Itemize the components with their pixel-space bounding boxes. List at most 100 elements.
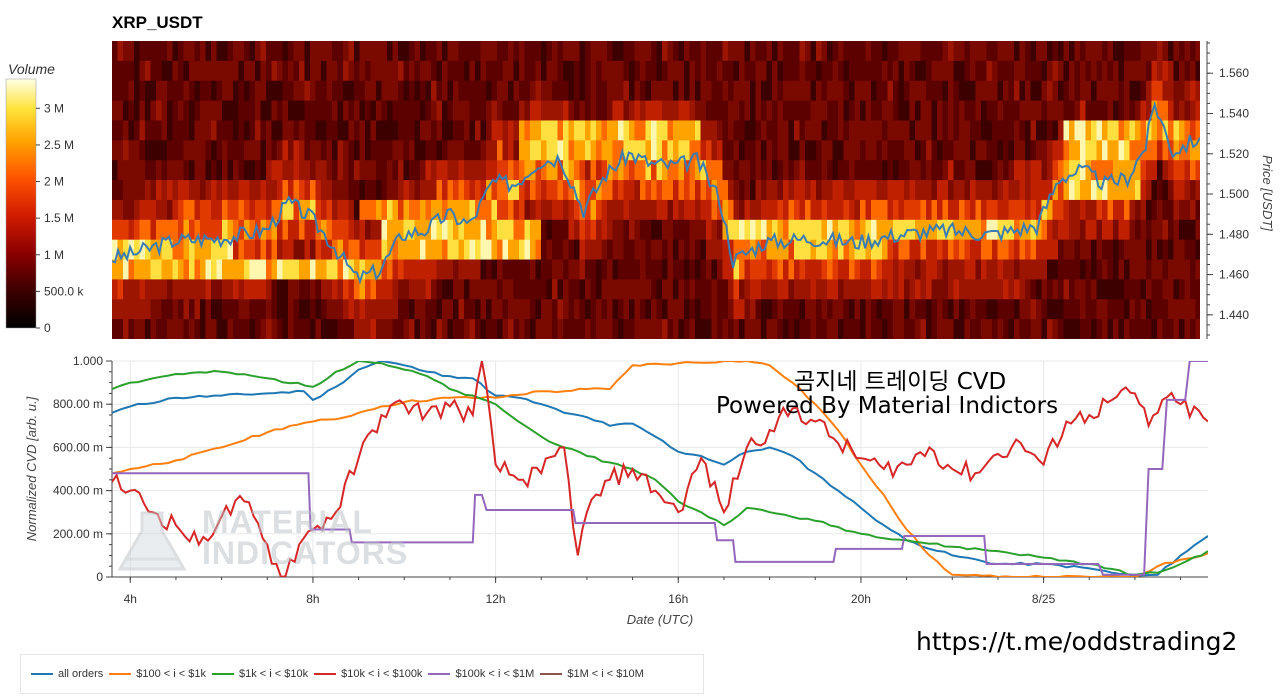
heatmap-cell — [420, 319, 426, 339]
heatmap-cell — [832, 160, 839, 181]
heatmap-cell — [926, 199, 932, 221]
heatmap-cell — [1195, 120, 1200, 141]
heatmap-cell — [337, 319, 344, 339]
heatmap-cell — [788, 279, 795, 300]
legend-item[interactable]: $100k < i < $1M — [428, 668, 534, 680]
heatmap-cell — [882, 279, 888, 300]
heatmap-cell — [1190, 319, 1196, 339]
heatmap-cell — [530, 41, 536, 62]
heatmap-cell — [541, 41, 547, 62]
heatmap-cell — [1058, 199, 1064, 221]
heatmap-cell — [1047, 219, 1053, 241]
legend-item[interactable]: all orders — [31, 668, 103, 680]
heatmap-cell — [959, 41, 965, 62]
heatmap-cell — [557, 160, 564, 181]
heatmap-cell — [227, 259, 234, 280]
legend-item[interactable]: $1k < i < $10k — [211, 668, 308, 680]
heatmap-cell — [557, 80, 564, 101]
heatmap-cell — [216, 180, 223, 201]
heatmap-cell — [1069, 140, 1075, 161]
heatmap-cell — [915, 100, 921, 121]
heatmap-cell — [1124, 100, 1130, 121]
heatmap-cell — [134, 319, 140, 339]
heatmap-cell — [475, 219, 481, 241]
heatmap-cell — [579, 80, 586, 101]
heatmap-cell — [607, 120, 613, 141]
heatmap-cell — [931, 100, 938, 121]
legend-item[interactable]: $10k < i < $100k — [314, 668, 422, 680]
legend-item[interactable]: $1M < i < $10M — [540, 668, 644, 680]
heatmap-cell — [849, 279, 855, 300]
heatmap-cell — [673, 319, 679, 339]
heatmap-cell — [227, 80, 234, 101]
heatmap-cell — [992, 239, 998, 260]
heatmap-cell — [1173, 319, 1180, 339]
heatmap-cell — [948, 319, 954, 339]
heatmap-cell — [442, 279, 448, 300]
heatmap-cell — [1184, 180, 1191, 201]
heatmap-cell — [590, 319, 597, 339]
heatmap-cell — [183, 319, 190, 339]
heatmap-cell — [238, 100, 245, 121]
heatmap-cell — [948, 140, 954, 161]
heatmap-cell — [772, 41, 778, 62]
heatmap-cell — [629, 279, 635, 300]
heatmap-cell — [271, 239, 278, 260]
heatmap-cell — [678, 239, 685, 260]
heatmap-cell — [601, 160, 608, 181]
heatmap-cell — [673, 299, 679, 320]
heatmap-cell — [546, 41, 553, 62]
heatmap-cell — [1179, 199, 1185, 221]
heatmap-cell — [777, 160, 784, 181]
heatmap-cell — [728, 80, 734, 101]
heatmap-cell — [260, 199, 267, 221]
heatmap-cell — [112, 199, 118, 221]
heatmap-cell — [1179, 219, 1185, 241]
heatmap-cell — [970, 80, 976, 101]
heatmap-cell — [865, 160, 872, 181]
heatmap-cell — [359, 41, 366, 62]
heatmap-cell — [491, 180, 498, 201]
heatmap-cell — [1030, 259, 1037, 280]
heatmap-cell — [178, 259, 184, 280]
heatmap-cell — [739, 100, 745, 121]
heatmap-cell — [315, 180, 322, 201]
heatmap-cell — [332, 80, 338, 101]
heatmap-cell — [1129, 199, 1136, 221]
heatmap-cell — [205, 41, 212, 62]
heatmap-cell — [1074, 100, 1081, 121]
heatmap-cell — [651, 80, 657, 101]
heatmap-cell — [959, 259, 965, 280]
heatmap-cell — [722, 239, 729, 260]
heatmap-cell — [766, 259, 773, 280]
heatmap-cell — [909, 259, 916, 280]
heatmap-cell — [381, 239, 388, 260]
heatmap-cell — [491, 279, 498, 300]
heatmap-cell — [827, 140, 833, 161]
heatmap-cell — [238, 60, 245, 82]
heatmap-cell — [480, 259, 487, 280]
heatmap-cell — [563, 180, 569, 201]
heatmap-cell — [453, 219, 459, 241]
heatmap-cell — [634, 219, 641, 241]
heatmap-cell — [970, 160, 976, 181]
heatmap-cell — [810, 80, 817, 101]
heatmap-cell — [827, 199, 833, 221]
heatmap-cell — [1074, 219, 1081, 241]
heatmap-cell — [227, 279, 234, 300]
heatmap-cell — [750, 140, 756, 161]
heatmap-cell — [1190, 239, 1196, 260]
heatmap-cell — [717, 180, 723, 201]
heatmap-cell — [392, 41, 399, 62]
telegram-link[interactable]: https://t.me/oddstrading2 — [916, 627, 1238, 656]
heatmap-cell — [431, 80, 437, 101]
heatmap-cell — [623, 140, 630, 161]
heatmap-cell — [656, 41, 663, 62]
legend-item[interactable]: $100 < i < $1k — [109, 668, 206, 680]
heatmap-cell — [442, 219, 448, 241]
heatmap-cell — [717, 319, 723, 339]
heatmap-cell — [722, 60, 729, 82]
heatmap-cell — [854, 319, 861, 339]
heatmap-cell — [1190, 100, 1196, 121]
